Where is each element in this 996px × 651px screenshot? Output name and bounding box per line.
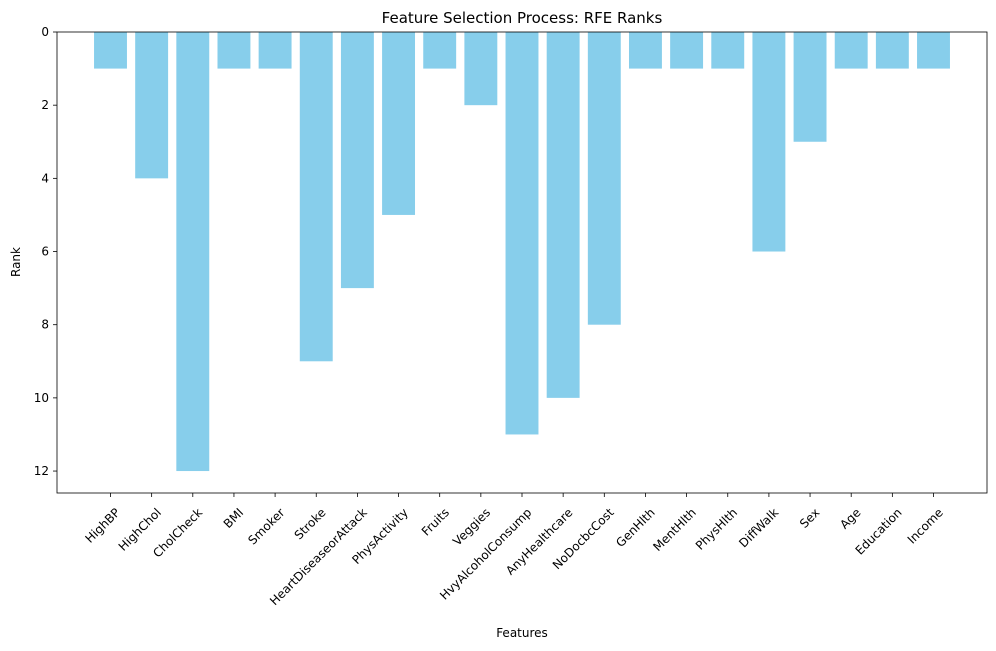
bar-hvyalcoholconsump: [505, 32, 539, 435]
bars-layer: [94, 32, 950, 472]
x-tick-label: Fruits: [419, 505, 452, 538]
y-tick-label: 6: [41, 245, 49, 259]
bar-bmi: [217, 32, 251, 69]
bar-genhlth: [628, 32, 662, 69]
bar-anyhealthcare: [546, 32, 580, 398]
x-tick-label: MentHlth: [650, 505, 699, 554]
y-tick-label: 10: [34, 391, 49, 405]
y-tick-label: 4: [41, 171, 49, 185]
bar-nodocbccost: [587, 32, 621, 325]
x-tick-label: Stroke: [292, 505, 329, 542]
x-tick-label: Sex: [797, 505, 822, 530]
bar-income: [917, 32, 950, 69]
y-axis-label: Rank: [9, 247, 23, 277]
chart-title: Feature Selection Process: RFE Ranks: [382, 9, 663, 27]
bar-highbp: [94, 32, 127, 69]
bar-smoker: [258, 32, 292, 69]
x-tick-label: Age: [837, 505, 863, 531]
bar-diffwalk: [752, 32, 786, 252]
x-tick-label: PhysHlth: [693, 505, 740, 552]
bar-cholcheck: [176, 32, 210, 472]
bar-highchol: [135, 32, 169, 179]
bar-menthlth: [670, 32, 704, 69]
x-tick-label: HighBP: [82, 505, 122, 545]
x-tick-label: DiffWalk: [736, 505, 781, 550]
y-tick-label: 2: [41, 98, 49, 112]
y-tick-label: 0: [41, 25, 49, 39]
y-tick-label: 12: [34, 464, 49, 478]
x-tick-label: BMI: [221, 505, 247, 531]
plot-frame: [56, 31, 988, 494]
bar-education: [875, 32, 909, 69]
bar-heartdiseaseorattack: [340, 32, 374, 289]
bar-age: [834, 32, 868, 69]
bar-physhlth: [711, 32, 745, 69]
bar-veggies: [464, 32, 498, 106]
x-axis-label: Features: [496, 626, 548, 640]
y-tick-label: 8: [41, 318, 49, 332]
bar-sex: [793, 32, 827, 142]
bar-physactivity: [382, 32, 416, 215]
bar-fruits: [423, 32, 457, 69]
x-tick-label: Income: [905, 505, 946, 546]
x-tick-label: Smoker: [245, 505, 287, 547]
y-axis-ticks: 0 2 4 6 8 10 12: [34, 25, 57, 478]
bar-stroke: [299, 32, 333, 362]
